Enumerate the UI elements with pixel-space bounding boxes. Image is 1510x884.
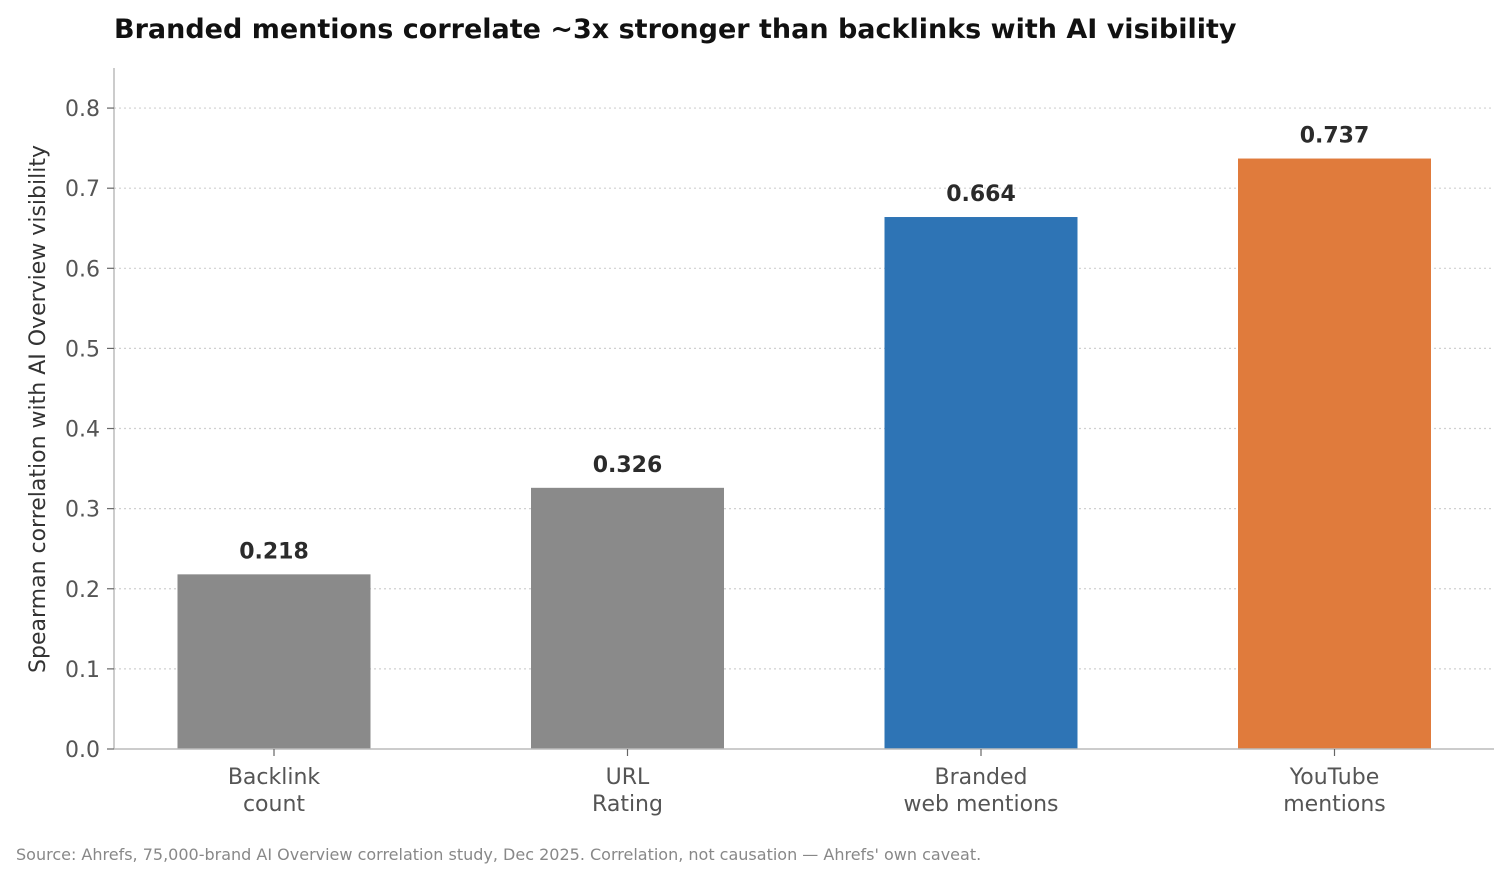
bar-value-label: 0.664: [946, 182, 1016, 207]
y-tick-label: 0.4: [65, 418, 100, 443]
x-tick-label-line: count: [243, 792, 305, 817]
bar: [531, 487, 724, 749]
axes: [113, 68, 1494, 750]
y-tick-label: 0.6: [65, 257, 100, 282]
x-tick-label-line: mentions: [1283, 792, 1386, 817]
value-labels: 0.218 0.326 0.664 0.737: [239, 124, 1369, 565]
y-tick-label: 0.3: [65, 498, 100, 523]
y-ticks: 0.0 0.1 0.2 0.3 0.4 0.5 0.6 0.7 0.8: [65, 97, 114, 763]
bars: [177, 158, 1431, 750]
x-tick-label-line: Backlink: [228, 765, 321, 790]
x-tick-label: Backlink count: [228, 765, 321, 817]
y-axis-label: Spearman correlation with AI Overview vi…: [26, 145, 51, 673]
bar-value-label: 0.326: [593, 453, 663, 478]
x-tick-label: YouTube mentions: [1283, 765, 1386, 817]
bar: [177, 574, 371, 749]
bar: [884, 217, 1078, 750]
x-tick-label: Branded web mentions: [904, 765, 1059, 817]
x-tick-label-line: Branded: [934, 765, 1027, 790]
y-tick-label: 0.1: [65, 658, 100, 683]
bar: [1238, 158, 1431, 749]
bar-value-label: 0.218: [239, 539, 309, 564]
x-ticks: Backlink count URL Rating Branded web mention…: [228, 749, 1386, 817]
y-tick-label: 0.0: [65, 738, 100, 763]
x-tick-label: URL Rating: [592, 765, 663, 817]
x-tick-label-line: web mentions: [904, 792, 1059, 817]
x-tick-label-line: URL: [606, 765, 650, 790]
x-tick-label-line: YouTube: [1289, 765, 1379, 790]
x-tick-label-line: Rating: [592, 792, 663, 817]
y-tick-label: 0.2: [65, 578, 100, 603]
y-tick-label: 0.8: [65, 97, 100, 122]
y-tick-label: 0.7: [65, 177, 100, 202]
source-note: Source: Ahrefs, 75,000-brand AI Overview…: [16, 845, 981, 864]
chart-title: Branded mentions correlate ~3x stronger …: [114, 14, 1237, 45]
y-tick-label: 0.5: [65, 337, 100, 362]
bar-value-label: 0.737: [1300, 124, 1370, 149]
